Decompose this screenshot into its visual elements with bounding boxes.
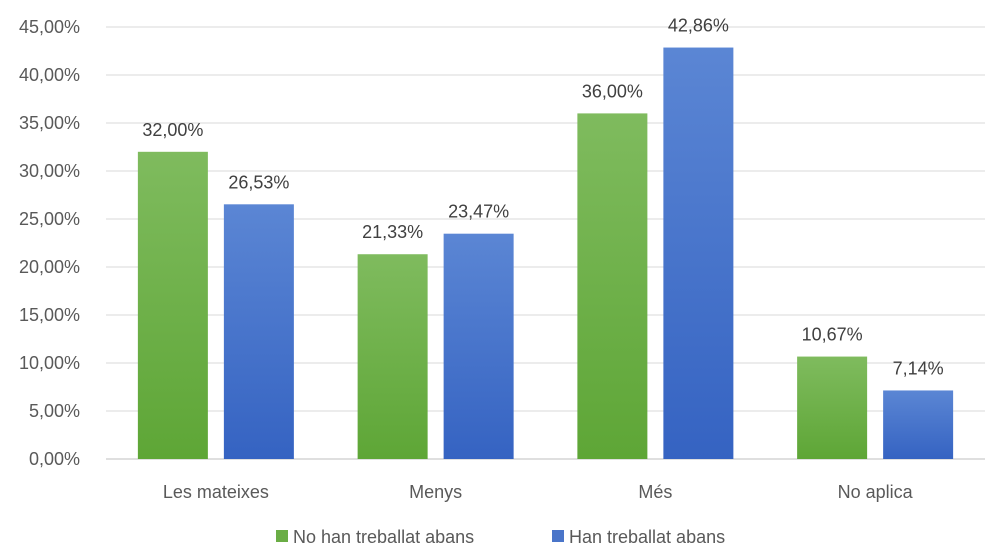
- y-tick-label: 10,00%: [19, 353, 80, 373]
- data-label: 23,47%: [448, 202, 509, 222]
- category-label: No aplica: [838, 482, 914, 502]
- legend-label: Han treballat abans: [569, 527, 725, 547]
- y-tick-label: 30,00%: [19, 161, 80, 181]
- bars: [137, 47, 954, 460]
- bar-series-1-3: [883, 390, 954, 459]
- data-label: 26,53%: [228, 172, 289, 192]
- bar-series-0-1: [357, 254, 428, 459]
- legend-label: No han treballat abans: [293, 527, 474, 547]
- y-axis-tick-labels: 0,00% 5,00% 10,00% 15,00% 20,00% 25,00% 30,00%…: [19, 17, 80, 469]
- data-labels: 32,00% 26,53% 21,33% 23,47% 36,00% 42,86% 10,6…: [142, 16, 943, 379]
- x-axis-category-labels: Les mateixes Menys Més No aplica: [163, 482, 914, 502]
- y-tick-label: 0,00%: [29, 449, 80, 469]
- category-label: Les mateixes: [163, 482, 269, 502]
- data-label: 10,67%: [802, 325, 863, 345]
- bar-series-1-0: [223, 204, 294, 459]
- data-label: 21,33%: [362, 222, 423, 242]
- category-label: Menys: [409, 482, 462, 502]
- bar-series-0-3: [797, 356, 868, 459]
- y-tick-label: 45,00%: [19, 17, 80, 37]
- y-tick-label: 20,00%: [19, 257, 80, 277]
- bar-series-0-0: [137, 151, 208, 460]
- y-tick-label: 40,00%: [19, 65, 80, 85]
- category-label: Més: [638, 482, 672, 502]
- legend: No han treballat abans Han treballat aban…: [276, 527, 725, 547]
- data-label: 32,00%: [142, 120, 203, 140]
- data-label: 7,14%: [893, 358, 944, 378]
- legend-swatch: [276, 530, 288, 542]
- bar-series-1-2: [663, 47, 734, 459]
- legend-swatch: [552, 530, 564, 542]
- data-label: 42,86%: [668, 16, 729, 36]
- bar-series-1-1: [443, 233, 514, 459]
- data-label: 36,00%: [582, 81, 643, 101]
- y-tick-label: 35,00%: [19, 113, 80, 133]
- y-tick-label: 15,00%: [19, 305, 80, 325]
- y-tick-label: 5,00%: [29, 401, 80, 421]
- y-tick-label: 25,00%: [19, 209, 80, 229]
- bar-series-0-2: [577, 113, 648, 460]
